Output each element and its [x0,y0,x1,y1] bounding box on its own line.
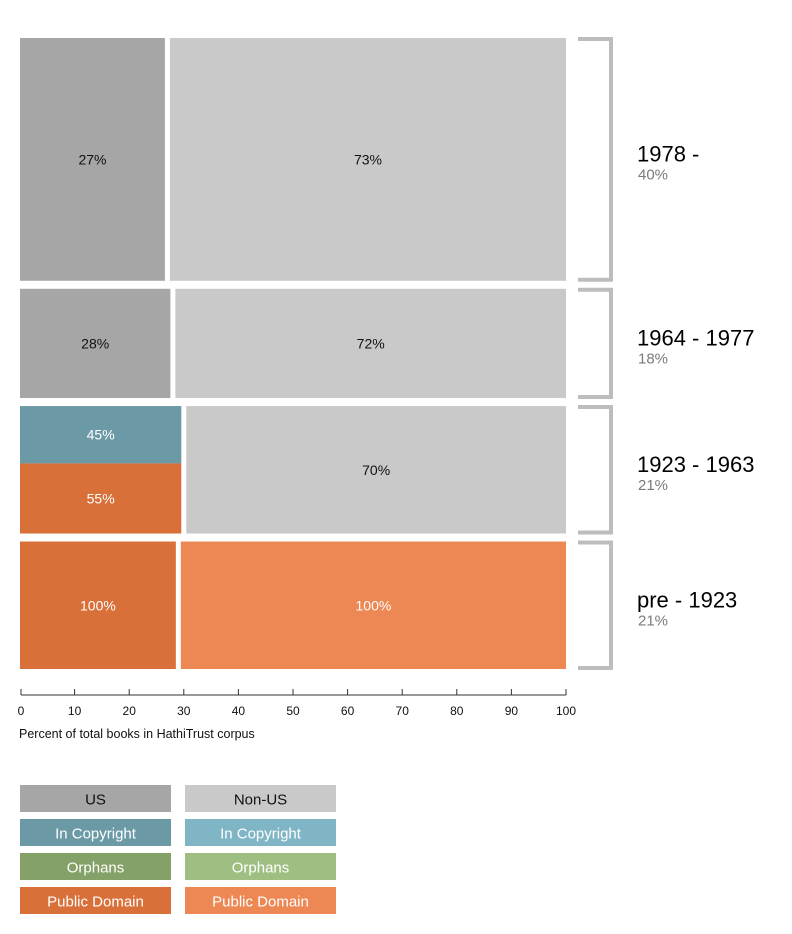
bar-label-us-in-copyright-1923-1963: 45% [87,427,115,443]
x-axis-title: Percent of total books in HathiTrust cor… [19,727,255,741]
bar-label-nonus-non-us-1978: 73% [354,151,382,167]
bar-us-in-copyright-1923-1963 [20,406,182,464]
period-label-pre-1923: pre - 1923 [637,587,737,612]
bar-label-us-public-domain-pre-1923: 100% [80,597,116,613]
period-share-pre-1923: 21% [638,612,668,629]
legend-label-us-copyright: In Copyright [55,826,137,843]
bar-label-us-us-1964-1977: 28% [81,335,109,351]
x-tick-label-40: 40 [232,704,246,718]
bracket-1964-1977 [578,287,613,400]
x-tick-label-90: 90 [505,704,519,718]
bar-label-us-public-domain-1923-1963: 55% [87,490,115,506]
legend-swatch-us-base [20,785,171,812]
period-label-1923-1963: 1923 - 1963 [637,452,754,477]
legend-label-nonus-base: Non-US [234,792,287,809]
legend-swatch-us-copyright [20,819,171,846]
legend-label-nonus-orphans: Orphans [232,860,290,877]
legend-swatch-nonus-copyright [185,819,336,846]
x-tick-label-20: 20 [123,704,137,718]
x-tick-label-80: 80 [450,704,464,718]
bar-label-us-us-1978: 27% [78,151,106,167]
bar-nonus-public-domain-pre-1923 [180,541,566,669]
x-tick-label-60: 60 [341,704,355,718]
x-tick-label-30: 30 [177,704,191,718]
bracket-1923-1963 [578,405,613,535]
bar-nonus-non-us-1923-1963 [186,406,567,534]
period-share-1923-1963: 21% [638,477,668,494]
period-label-1964-1977: 1964 - 1977 [637,325,754,350]
x-tick-label-100: 100 [556,704,576,718]
bar-label-nonus-non-us-1964-1977: 72% [357,335,385,351]
legend-label-us-public: Public Domain [47,894,144,911]
bar-nonus-non-us-1978 [169,38,567,281]
legend-swatch-nonus-orphans [185,853,336,880]
period-share-1978: 40% [638,166,668,183]
legend-label-us-orphans: Orphans [67,860,125,877]
bracket-1978 [578,37,613,282]
bar-us-us-1978 [20,38,165,281]
legend-label-nonus-public: Public Domain [212,894,309,911]
period-share-1964-1977: 18% [638,350,668,367]
bracket-pre-1923 [578,540,613,670]
legend-label-nonus-copyright: In Copyright [220,826,302,843]
bar-us-us-1964-1977 [20,288,171,399]
legend-swatch-nonus-base [185,785,336,812]
bar-label-nonus-public-domain-pre-1923: 100% [356,597,392,613]
period-label-1978: 1978 - [637,141,699,166]
bar-nonus-non-us-1964-1977 [175,288,566,399]
x-tick-label-0: 0 [18,704,25,718]
legend-label-us-base: US [85,792,106,809]
bar-us-public-domain-pre-1923 [20,541,176,669]
x-tick-label-10: 10 [68,704,82,718]
legend-swatch-us-orphans [20,853,171,880]
x-tick-label-70: 70 [396,704,410,718]
legend-swatch-us-public [20,887,171,914]
legend-swatch-nonus-public [185,887,336,914]
bar-label-nonus-non-us-1923-1963: 70% [362,462,390,478]
bar-us-public-domain-1923-1963 [20,463,182,534]
x-tick-label-50: 50 [286,704,300,718]
